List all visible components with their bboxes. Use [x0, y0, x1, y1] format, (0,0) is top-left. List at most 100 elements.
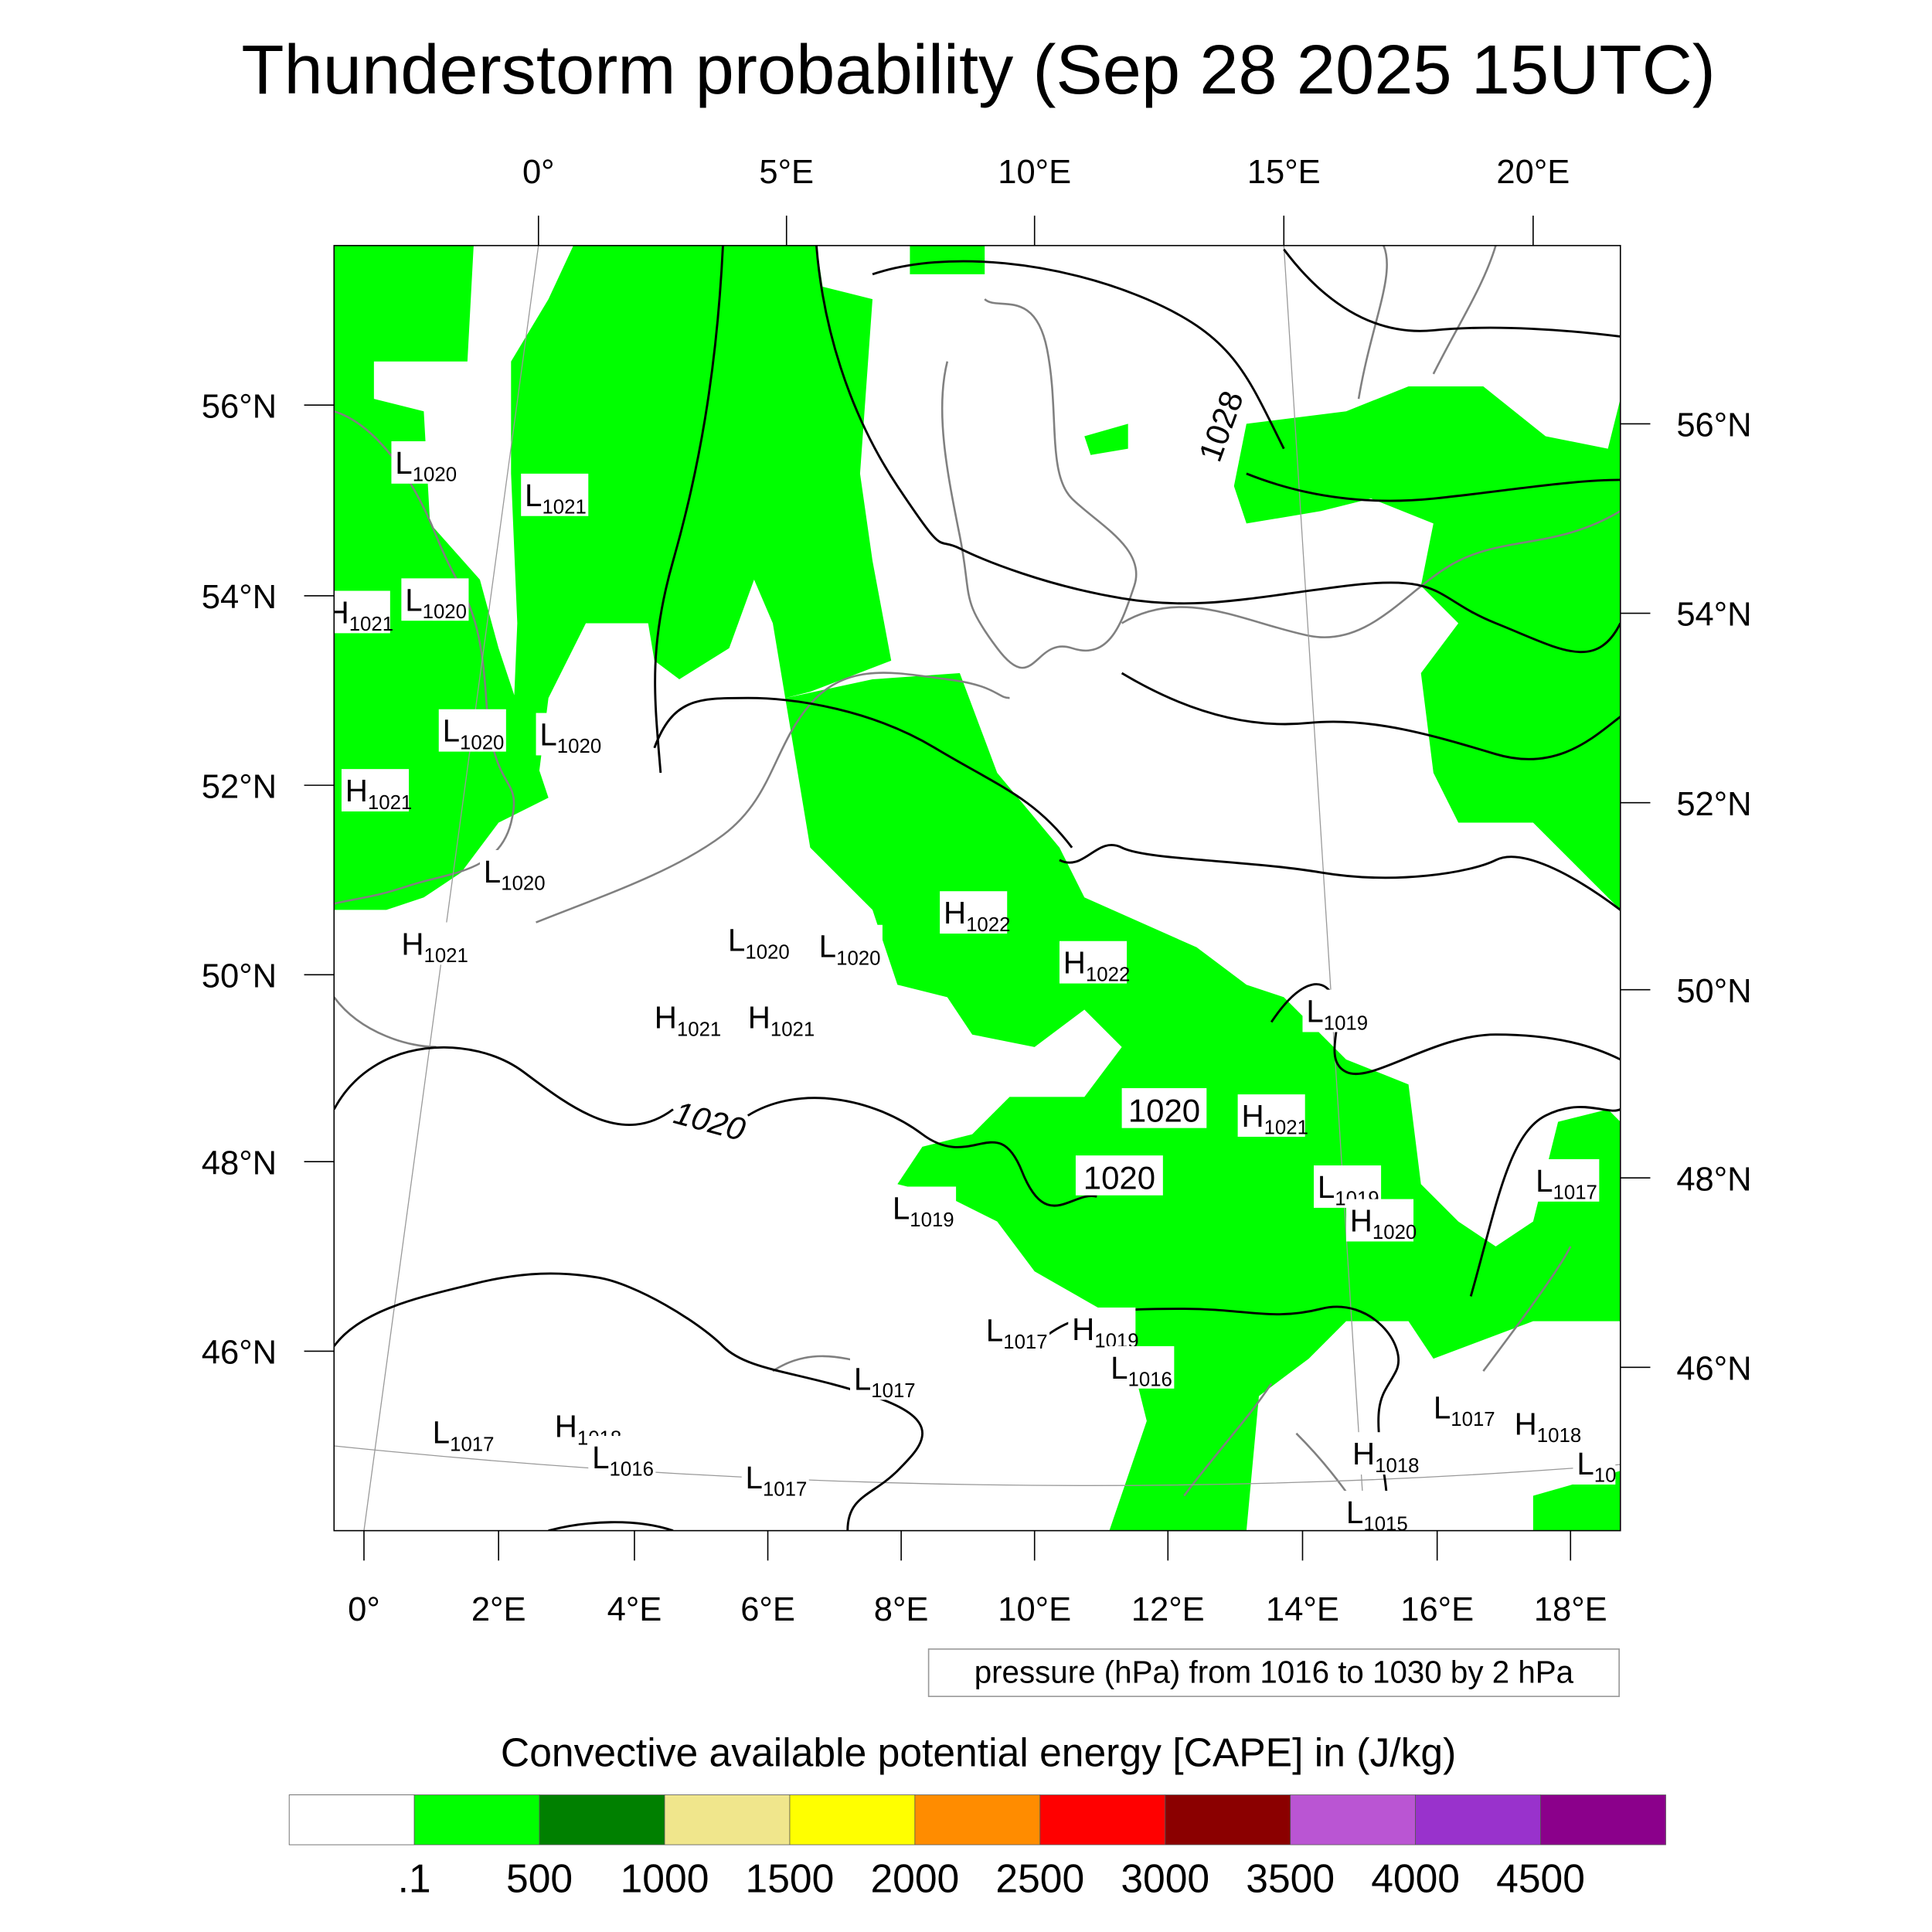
svg-text:H1021: H1021: [327, 594, 394, 635]
low-pressure-center: L1021: [521, 473, 589, 519]
svg-text:L1017: L1017: [854, 1361, 916, 1402]
colorbar-label: 1000: [621, 1855, 709, 1900]
bottom-lon-label: 2°E: [471, 1591, 526, 1628]
svg-text:L10: L10: [1577, 1446, 1616, 1487]
center-type: L: [893, 1190, 910, 1226]
center-type: H: [1072, 1311, 1094, 1347]
center-type: L: [728, 923, 745, 958]
center-type: L: [1306, 994, 1323, 1029]
center-pressure: 1020: [836, 947, 880, 969]
center-pressure: 1017: [1003, 1332, 1047, 1353]
svg-text:H1021: H1021: [345, 773, 413, 814]
colorbar-swatch: [1165, 1794, 1291, 1845]
center-type: H: [345, 773, 368, 808]
svg-text:L1017: L1017: [1536, 1163, 1597, 1204]
center-pressure: 1016: [1128, 1369, 1172, 1391]
high-pressure-center: H1020: [1345, 1199, 1417, 1244]
high-pressure-center: H1021: [1237, 1094, 1308, 1139]
low-pressure-center: L1017: [1532, 1159, 1600, 1204]
map-plot-area: 1028 1020 1020 1020 L1020L1021H1021L1020…: [327, 245, 1621, 1536]
center-pressure: 1020: [423, 601, 467, 623]
center-pressure: 1021: [677, 1019, 721, 1040]
center-pressure: 1017: [450, 1434, 494, 1455]
center-pressure: 1019: [1324, 1012, 1368, 1034]
center-type: L: [819, 929, 836, 964]
right-lat-label: 50°N: [1676, 973, 1751, 1010]
top-lon-label: 0°: [522, 154, 555, 191]
high-pressure-center: H1018: [1349, 1432, 1420, 1477]
right-lat-label: 52°N: [1676, 786, 1751, 823]
colorbar-swatch: [914, 1794, 1041, 1845]
center-type: H: [655, 1000, 677, 1036]
colorbar-swatch: [664, 1794, 791, 1845]
svg-text:L1020: L1020: [728, 923, 790, 964]
high-pressure-center: H1022: [1059, 940, 1130, 985]
left-lat-label: 46°N: [202, 1335, 277, 1372]
colorbar-label: 3500: [1246, 1855, 1335, 1900]
bottom-lon-label: 18°E: [1534, 1591, 1607, 1628]
low-pressure-center: L1017: [850, 1357, 918, 1402]
center-type: H: [1063, 945, 1086, 981]
svg-text:L1017: L1017: [986, 1312, 1048, 1353]
top-lon-label: 20°E: [1496, 154, 1570, 191]
svg-text:L1016: L1016: [592, 1440, 654, 1481]
graticule: [334, 245, 1621, 1531]
center-pressure: 1020: [460, 732, 504, 753]
svg-text:H1020: H1020: [1350, 1203, 1417, 1244]
right-lat-label: 56°N: [1676, 407, 1751, 444]
colorbar-label: 4500: [1496, 1855, 1585, 1900]
center-pressure: 1021: [770, 1019, 815, 1040]
svg-text:L1017: L1017: [433, 1415, 495, 1456]
isobars: [334, 245, 1621, 1531]
center-pressure: 1020: [1372, 1222, 1417, 1243]
left-lat-label: 56°N: [202, 388, 277, 425]
low-pressure-center: L10: [1573, 1442, 1616, 1487]
low-pressure-center: L1017: [428, 1410, 496, 1456]
bottom-lon-label: 6°E: [740, 1591, 795, 1628]
high-pressure-center: H1019: [1068, 1307, 1139, 1352]
high-pressure-center: H1021: [743, 995, 815, 1041]
colorbar-swatch: [539, 1794, 665, 1845]
high-pressure-center: H1021: [341, 769, 413, 814]
center-type: L: [1318, 1169, 1335, 1205]
center-type: H: [1515, 1406, 1537, 1441]
high-pressure-center: H1021: [650, 995, 721, 1040]
center-pressure: 1016: [610, 1459, 654, 1481]
center-type: L: [539, 717, 556, 753]
svg-text:L1015: L1015: [1346, 1495, 1408, 1536]
center-type: H: [555, 1409, 577, 1444]
left-lat-label: 50°N: [202, 957, 277, 995]
figure-title: Thunderstorm probability (Sep 28 2025 15…: [241, 31, 1716, 109]
cape-region-scandinavia: [910, 245, 985, 274]
bottom-lon-label: 8°E: [874, 1591, 929, 1628]
colorbar-swatch: [1540, 1794, 1666, 1845]
colorbar-label: 4000: [1371, 1855, 1460, 1900]
low-pressure-center: L1020: [815, 924, 883, 970]
low-pressure-center: L1019: [1302, 989, 1370, 1034]
high-pressure-center: H1018: [1510, 1402, 1581, 1447]
low-pressure-center: L1020: [438, 709, 506, 753]
high-pressure-center: H1021: [397, 922, 468, 967]
bottom-lon-label: 16°E: [1400, 1591, 1474, 1628]
svg-text:L1021: L1021: [525, 478, 587, 519]
svg-text:H1021: H1021: [748, 1000, 815, 1041]
low-pressure-center: L1020: [479, 850, 548, 895]
low-pressure-center: L1020: [391, 440, 459, 486]
svg-text:H1022: H1022: [944, 895, 1011, 936]
isobar-label: 1020: [1083, 1160, 1155, 1196]
center-type: H: [1241, 1098, 1264, 1134]
svg-text:L1020: L1020: [819, 929, 881, 970]
contour-info-box: [927, 1648, 1620, 1697]
center-pressure: 1017: [1451, 1409, 1495, 1430]
colorbar-label: 1500: [746, 1855, 835, 1900]
center-pressure: 1020: [745, 941, 789, 963]
center-type: L: [525, 478, 542, 513]
contour-info-text: pressure (hPa) from 1016 to 1030 by 2 hP…: [975, 1654, 1574, 1689]
colorbar-swatch: [789, 1794, 916, 1845]
center-pressure: 1021: [349, 614, 393, 635]
svg-text:L1020: L1020: [539, 717, 601, 758]
center-pressure: 1017: [763, 1478, 807, 1500]
cape-region-north-sea: [511, 245, 892, 798]
svg-text:H1018: H1018: [1352, 1436, 1420, 1477]
